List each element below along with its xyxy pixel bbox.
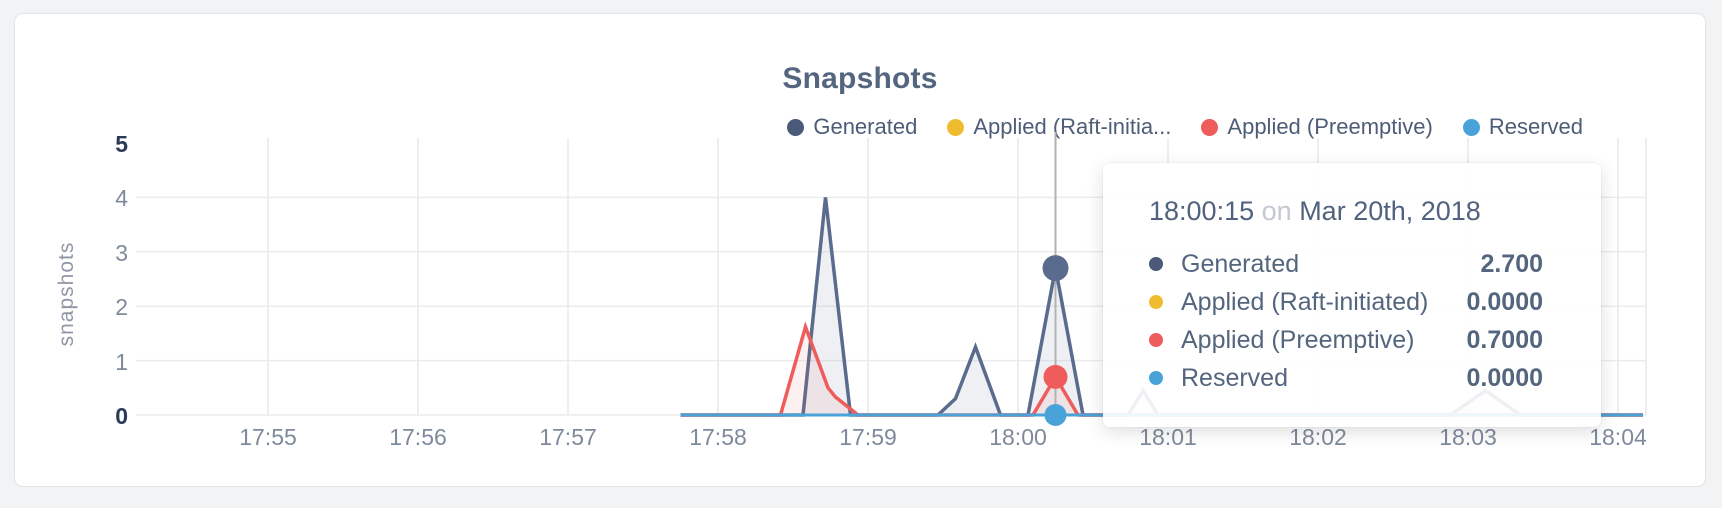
tooltip-connector: on (1261, 196, 1292, 226)
x-tick-1802: 18:02 (1289, 424, 1347, 450)
legend-dot-applied-raft-icon (947, 118, 965, 136)
x-tick-1801: 18:01 (1139, 424, 1197, 450)
y-tick-1: 1 (115, 349, 128, 375)
legend-item-reserved[interactable]: Reserved (1462, 114, 1583, 140)
legend-label: Applied (Preemptive) (1227, 114, 1433, 139)
tooltip-row-label: Reserved (1181, 363, 1288, 392)
tooltip-time: 18:00:15 (1149, 196, 1255, 226)
tooltip-row-value: 2.700 (1480, 249, 1543, 278)
x-tick-1800: 18:00 (989, 424, 1047, 450)
tooltip-row-value: 0.0000 (1466, 287, 1543, 316)
tooltip-dot-reserved-icon (1149, 371, 1163, 385)
y-tick-2: 2 (115, 294, 128, 320)
legend-dot-applied-preemptive-icon (1201, 118, 1219, 136)
tooltip-row-generated: Generated 2.700 (1149, 245, 1543, 283)
tooltip-row-label: Applied (Raft-initiated) (1181, 287, 1429, 316)
tooltip-row-reserved: Reserved 0.0000 (1149, 359, 1543, 397)
tooltip-dot-applied-raft-icon (1149, 295, 1163, 309)
legend-item-applied-preemptive[interactable]: Applied (Preemptive) (1201, 114, 1433, 140)
tooltip-row-label: Applied (Preemptive) (1181, 325, 1415, 354)
legend-label: Reserved (1488, 114, 1583, 139)
chart-title: Snapshots (782, 62, 938, 95)
x-tick-1757: 17:57 (539, 424, 597, 450)
legend-dot-reserved-icon (1462, 118, 1480, 136)
legend-item-generated[interactable]: Generated (787, 114, 917, 140)
tooltip-row-applied-raft: Applied (Raft-initiated) 0.0000 (1149, 283, 1543, 321)
legend-label: Generated (813, 114, 918, 139)
x-tick-1758: 17:58 (689, 424, 747, 450)
legend-item-applied-raft[interactable]: Applied (Raft-initia... (947, 114, 1171, 140)
tooltip-row-value: 0.7000 (1466, 325, 1543, 354)
y-tick-0: 0 (115, 403, 128, 429)
tooltip-title: 18:00:15 on Mar 20th, 2018 (1149, 196, 1543, 227)
chart-legend: Generated Applied (Raft-initia... Applie… (787, 114, 1583, 140)
legend-label: Applied (Raft-initia... (973, 114, 1172, 139)
tooltip-dot-applied-preemptive-icon (1149, 333, 1163, 347)
tooltip-row-label: Generated (1181, 249, 1300, 278)
y-tick-5: 5 (115, 131, 128, 157)
tooltip-row-applied-preemptive: Applied (Preemptive) 0.7000 (1149, 321, 1543, 359)
x-tick-1755: 17:55 (239, 424, 297, 450)
y-tick-4: 4 (115, 185, 128, 211)
tooltip-date: Mar 20th, 2018 (1299, 196, 1481, 226)
tooltip-row-value: 0.0000 (1466, 363, 1543, 392)
x-tick-1804: 18:04 (1589, 424, 1647, 450)
tooltip-dot-generated-icon (1149, 257, 1163, 271)
x-tick-1803: 18:03 (1439, 424, 1497, 450)
hover-tooltip: 18:00:15 on Mar 20th, 2018 Generated 2.7… (1103, 163, 1601, 427)
x-tick-1759: 17:59 (839, 424, 897, 450)
y-tick-3: 3 (115, 240, 128, 266)
x-tick-1756: 17:56 (389, 424, 447, 450)
legend-dot-generated-icon (787, 118, 805, 136)
